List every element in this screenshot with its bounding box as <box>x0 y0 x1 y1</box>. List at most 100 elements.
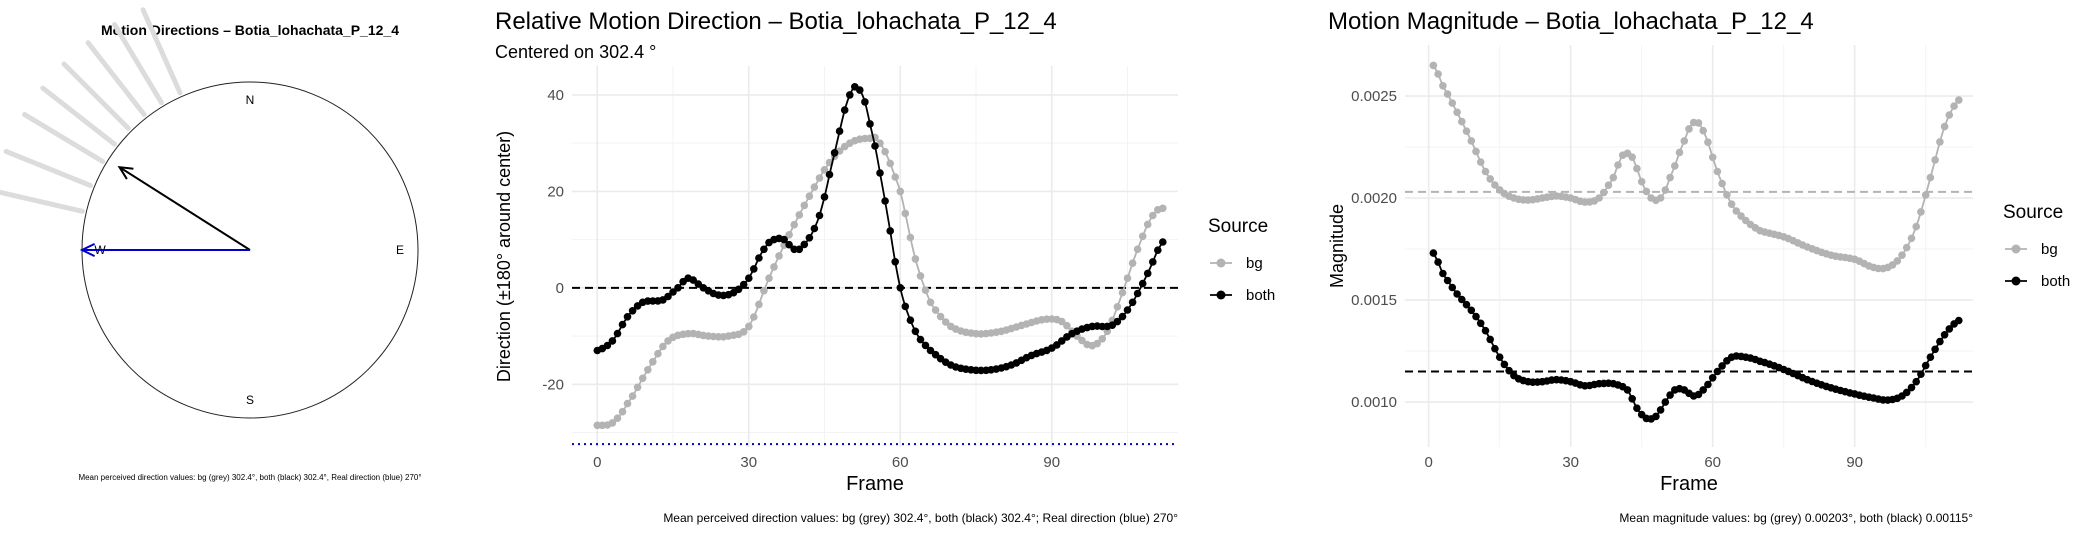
point-both <box>1453 290 1461 298</box>
background-ray <box>40 85 117 147</box>
x-tick-label: 30 <box>740 454 757 471</box>
point-both <box>1439 269 1447 278</box>
point-both <box>1458 295 1466 304</box>
legend-key-point <box>2011 244 2021 254</box>
legend-title: Source <box>1208 216 1268 237</box>
point-bg <box>1113 303 1122 311</box>
point-bg <box>1675 148 1684 157</box>
point-both <box>780 235 788 244</box>
chart-title: Motion Magnitude – Botia_lohachata_P_12_… <box>1328 8 1814 35</box>
point-bg <box>1093 339 1101 348</box>
point-both <box>1628 395 1636 403</box>
point-both <box>921 341 930 350</box>
point-bg <box>1637 177 1646 186</box>
point-bg <box>901 209 910 218</box>
chart-title: Relative Motion Direction – Botia_lohach… <box>495 8 1057 35</box>
point-bg <box>618 407 627 416</box>
background-ray <box>61 61 131 131</box>
y-tick-label: -20 <box>542 376 564 393</box>
point-both <box>916 335 925 344</box>
legend-key-point <box>1216 258 1226 268</box>
point-both <box>760 245 768 254</box>
point-both <box>1656 406 1665 414</box>
point-both <box>856 86 864 94</box>
point-both <box>608 337 617 345</box>
point-both <box>891 258 899 266</box>
point-bg <box>654 349 662 358</box>
point-both <box>613 329 622 338</box>
point-bg <box>790 220 798 229</box>
point-bg <box>608 419 617 427</box>
point-bg <box>1936 138 1944 146</box>
point-both <box>1462 300 1471 309</box>
point-both <box>1945 325 1954 333</box>
y-axis-label: Magnitude <box>1327 204 1347 288</box>
point-bg <box>926 298 935 307</box>
point-bg <box>755 300 763 309</box>
point-bg <box>800 201 809 210</box>
point-both <box>1713 367 1722 376</box>
x-tick-label: 0 <box>593 454 601 471</box>
point-bg <box>1912 222 1920 231</box>
legend-label-both: both <box>2041 273 2070 290</box>
point-bg <box>1656 194 1665 202</box>
point-both <box>734 285 743 294</box>
point-both <box>603 341 612 350</box>
point-both <box>901 302 910 311</box>
point-bg <box>649 358 657 366</box>
point-bg <box>1138 232 1147 241</box>
point-bg <box>805 192 814 200</box>
point-bg <box>896 187 905 196</box>
point-both <box>1476 319 1485 328</box>
point-both <box>1902 388 1911 397</box>
point-bg <box>1491 181 1499 189</box>
point-both <box>664 292 672 301</box>
point-both <box>739 280 748 289</box>
point-bg <box>815 174 824 182</box>
point-both <box>835 127 844 135</box>
legend-key-point <box>1216 290 1226 300</box>
point-bg <box>1118 288 1127 297</box>
point-both <box>1694 390 1703 399</box>
point-both <box>846 91 854 99</box>
point-both <box>1133 289 1142 298</box>
point-both <box>810 224 819 233</box>
point-both <box>1128 298 1137 307</box>
point-bg <box>1699 126 1707 135</box>
point-bg <box>941 318 950 326</box>
point-bg <box>1123 274 1132 283</box>
point-bg <box>1723 191 1731 199</box>
point-both <box>1718 362 1726 370</box>
point-both <box>1443 276 1452 285</box>
point-both <box>896 284 905 292</box>
point-both <box>1661 398 1670 406</box>
point-both <box>871 142 879 150</box>
point-both <box>815 211 824 220</box>
point-bg <box>1940 122 1949 131</box>
point-bg <box>765 274 773 283</box>
point-bg <box>1595 194 1603 202</box>
series-both <box>1429 249 1963 423</box>
point-both <box>805 234 814 242</box>
point-bg <box>785 231 793 239</box>
point-both <box>785 240 793 249</box>
y-tick-label: 0.0010 <box>1351 394 1397 411</box>
point-bg <box>1058 317 1066 326</box>
point-bg <box>1128 259 1137 268</box>
point-both <box>1907 383 1916 392</box>
point-both <box>1149 258 1157 266</box>
point-bg <box>1063 321 1071 330</box>
point-both <box>1467 306 1476 315</box>
point-bg <box>1950 102 1958 110</box>
chart-subtitle: Centered on 302.4 ° <box>495 42 656 62</box>
y-tick-label: 0.0015 <box>1351 292 1397 309</box>
point-bg <box>1685 125 1693 133</box>
point-bg <box>1926 173 1935 182</box>
point-bg <box>1671 162 1679 170</box>
arrowhead-both <box>117 165 134 180</box>
point-both <box>1495 353 1504 362</box>
point-both <box>1448 283 1457 292</box>
legend-label-bg: bg <box>2041 241 2058 258</box>
point-both <box>1652 412 1660 421</box>
compass-label-e: E <box>396 243 404 257</box>
